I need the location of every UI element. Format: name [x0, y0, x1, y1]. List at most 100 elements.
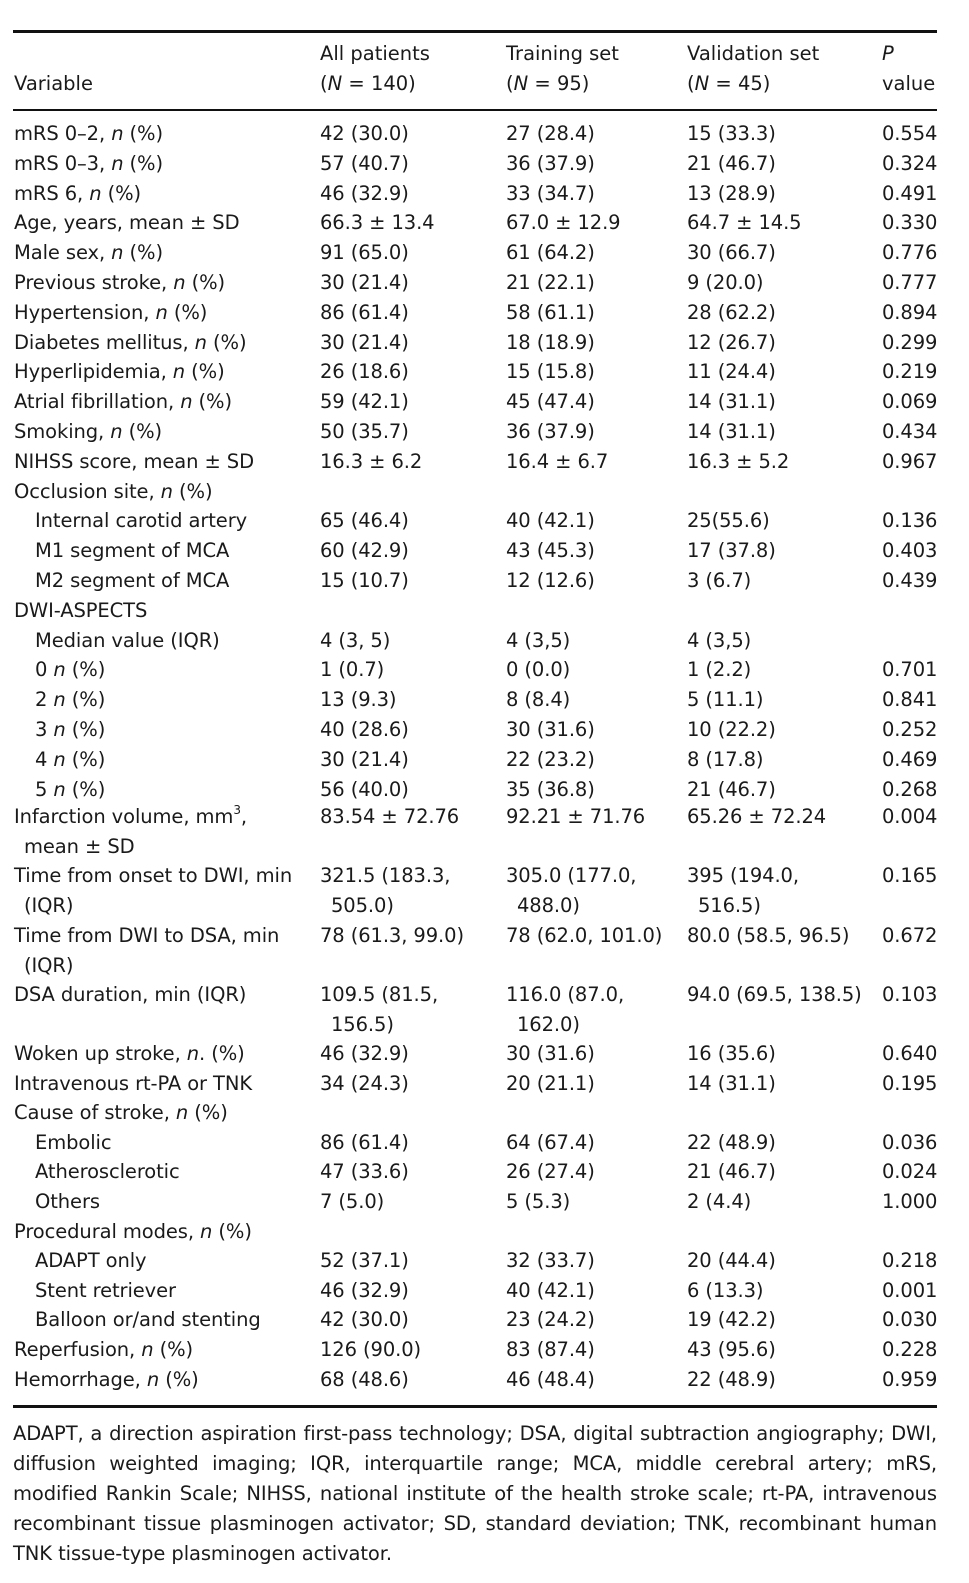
cell-train: 20 (21.1): [506, 1071, 595, 1095]
cell-p: 0.403: [882, 539, 938, 563]
cell-valid: 28 (62.2): [687, 300, 776, 324]
row-label-text: Embolic: [35, 1130, 112, 1154]
row-label-italic: n: [194, 330, 207, 354]
row-label: Embolic: [35, 1128, 112, 1158]
cell-all: 57 (40.7): [320, 151, 409, 175]
row-label-text: Smoking,: [14, 420, 111, 443]
cell-train: 23 (24.2): [506, 1308, 595, 1332]
cell-p: 1.000: [882, 1190, 938, 1213]
row-label-italic: n: [175, 1101, 189, 1125]
top-rule: [13, 30, 937, 33]
cell-train: 30 (31.6): [506, 1042, 595, 1065]
row-label: NIHSS score, mean ± SD: [14, 447, 254, 477]
row-label-rest: (%): [123, 151, 164, 175]
cell-all: 30 (21.4): [320, 330, 409, 354]
cell-valid: 21 (46.7): [687, 777, 776, 801]
cell-train: 36 (37.9): [506, 420, 595, 443]
row-label-text: Woken up stroke,: [14, 1042, 187, 1065]
infarct-superscript: 3: [233, 802, 241, 817]
row-label-text: M1 segment of MCA: [35, 539, 230, 563]
row-label-text: Balloon or/and stenting: [35, 1308, 261, 1332]
row-label-text: ADAPT only: [35, 1249, 147, 1273]
onset-label-line2: (IQR): [24, 894, 74, 917]
header-all-patients: All patients: [320, 42, 430, 65]
row-label: Age, years, mean ± SD: [14, 208, 240, 238]
cell-train: 46 (48.4): [506, 1367, 595, 1391]
cell-valid: 2 (4.4): [687, 1190, 752, 1213]
row-label: Hyperlipidemia, n (%): [14, 357, 225, 387]
row-label-italic: n: [53, 688, 66, 712]
cell-valid: 13 (28.9): [687, 181, 776, 205]
row-label-italic: n: [111, 241, 124, 265]
cell-all: 50 (35.7): [320, 420, 409, 443]
bottom-rule: [13, 1405, 937, 1408]
dsa-train-line1: 116.0 (87.0,: [506, 983, 625, 1006]
cell-valid: 10 (22.2): [687, 718, 776, 741]
row-label-text: mRS 0–3,: [14, 151, 112, 175]
row-label-text: Hemorrhage,: [14, 1367, 147, 1391]
row-label-rest: (%): [159, 1367, 199, 1391]
row-label-rest: (%): [122, 420, 163, 443]
row-label-text: Internal carotid artery: [35, 509, 248, 533]
cell-p: 0.894: [882, 300, 938, 324]
header-training-n-value: = 95): [528, 72, 590, 95]
header-all-n-value: = 140): [342, 72, 416, 95]
cell-valid: 14 (31.1): [687, 390, 776, 414]
cell-train: 67.0 ± 12.9: [506, 211, 621, 235]
row-label-italic: n: [111, 122, 124, 145]
row-label: Intravenous rt-PA or TNK: [14, 1069, 252, 1099]
row-label: M2 segment of MCA: [35, 566, 229, 596]
row-label-rest: (%): [123, 241, 164, 265]
cell-train: 36 (37.9): [506, 151, 595, 175]
cell-train: 33 (34.7): [506, 181, 595, 205]
cell-all: 30 (21.4): [320, 747, 409, 771]
row-label-text: Occlusion site,: [14, 479, 161, 503]
cell-train: 40 (42.1): [506, 509, 595, 533]
row-label: M1 segment of MCA: [35, 536, 229, 566]
row-label: Woken up stroke, n. (%): [14, 1039, 245, 1069]
cell-train: 27 (28.4): [506, 122, 595, 145]
cell-train: 26 (27.4): [506, 1160, 595, 1184]
row-label-italic: n: [141, 1338, 154, 1361]
row-label: 4 n (%): [35, 745, 105, 775]
cell-valid: 11 (24.4): [687, 360, 776, 384]
cell-train: 12 (12.6): [506, 569, 595, 592]
cell-valid: 25(55.6): [687, 509, 770, 533]
cell-all: 26 (18.6): [320, 360, 409, 384]
dwidsa-valid: 80.0 (58.5, 96.5): [687, 924, 850, 947]
row-label-rest: (%): [153, 1338, 194, 1361]
infarct-label: Infarction volume, mm: [14, 805, 234, 828]
infarct-label-line1: Infarction volume, mm3,: [14, 802, 247, 832]
row-label-rest: (%): [65, 718, 106, 741]
header-all-n-label: N: [327, 72, 343, 95]
cell-all: 46 (32.9): [320, 1278, 409, 1302]
row-label-rest: (%): [123, 122, 164, 145]
row-label-text: 4: [35, 747, 54, 771]
row-label-text: Reperfusion,: [14, 1338, 142, 1361]
row-label-text: Hypertension,: [14, 300, 156, 324]
row-label-rest: (%): [192, 390, 233, 414]
row-label: Male sex, n (%): [14, 238, 163, 268]
cell-p: 0.252: [882, 718, 938, 741]
row-label: Hypertension, n (%): [14, 298, 207, 328]
row-label-italic: n: [155, 300, 168, 324]
row-label-text: 5: [35, 777, 54, 801]
dwidsa-p: 0.672: [882, 924, 938, 947]
cell-p: 0.136: [882, 509, 938, 533]
row-label-rest: . (%): [199, 1042, 245, 1065]
cell-p: 0.491: [882, 181, 938, 205]
cell-all: 46 (32.9): [320, 181, 409, 205]
cell-p: 0.439: [882, 569, 938, 592]
row-label-text: 0: [35, 658, 54, 682]
cell-p: 0.299: [882, 330, 938, 354]
row-label-italic: n: [146, 1367, 160, 1391]
cell-valid: 1 (2.2): [687, 658, 752, 682]
cell-valid: 16.3 ± 5.2: [687, 449, 790, 473]
infarct-label-line2: mean ± SD: [24, 835, 135, 858]
row-label-rest: (%): [167, 300, 208, 324]
row-label: 5 n (%): [35, 775, 105, 805]
row-label-italic: n: [173, 271, 186, 294]
cell-all: 47 (33.6): [320, 1160, 409, 1184]
header-all-n: (N = 140): [320, 72, 416, 95]
cell-p: 0.324: [882, 151, 938, 175]
